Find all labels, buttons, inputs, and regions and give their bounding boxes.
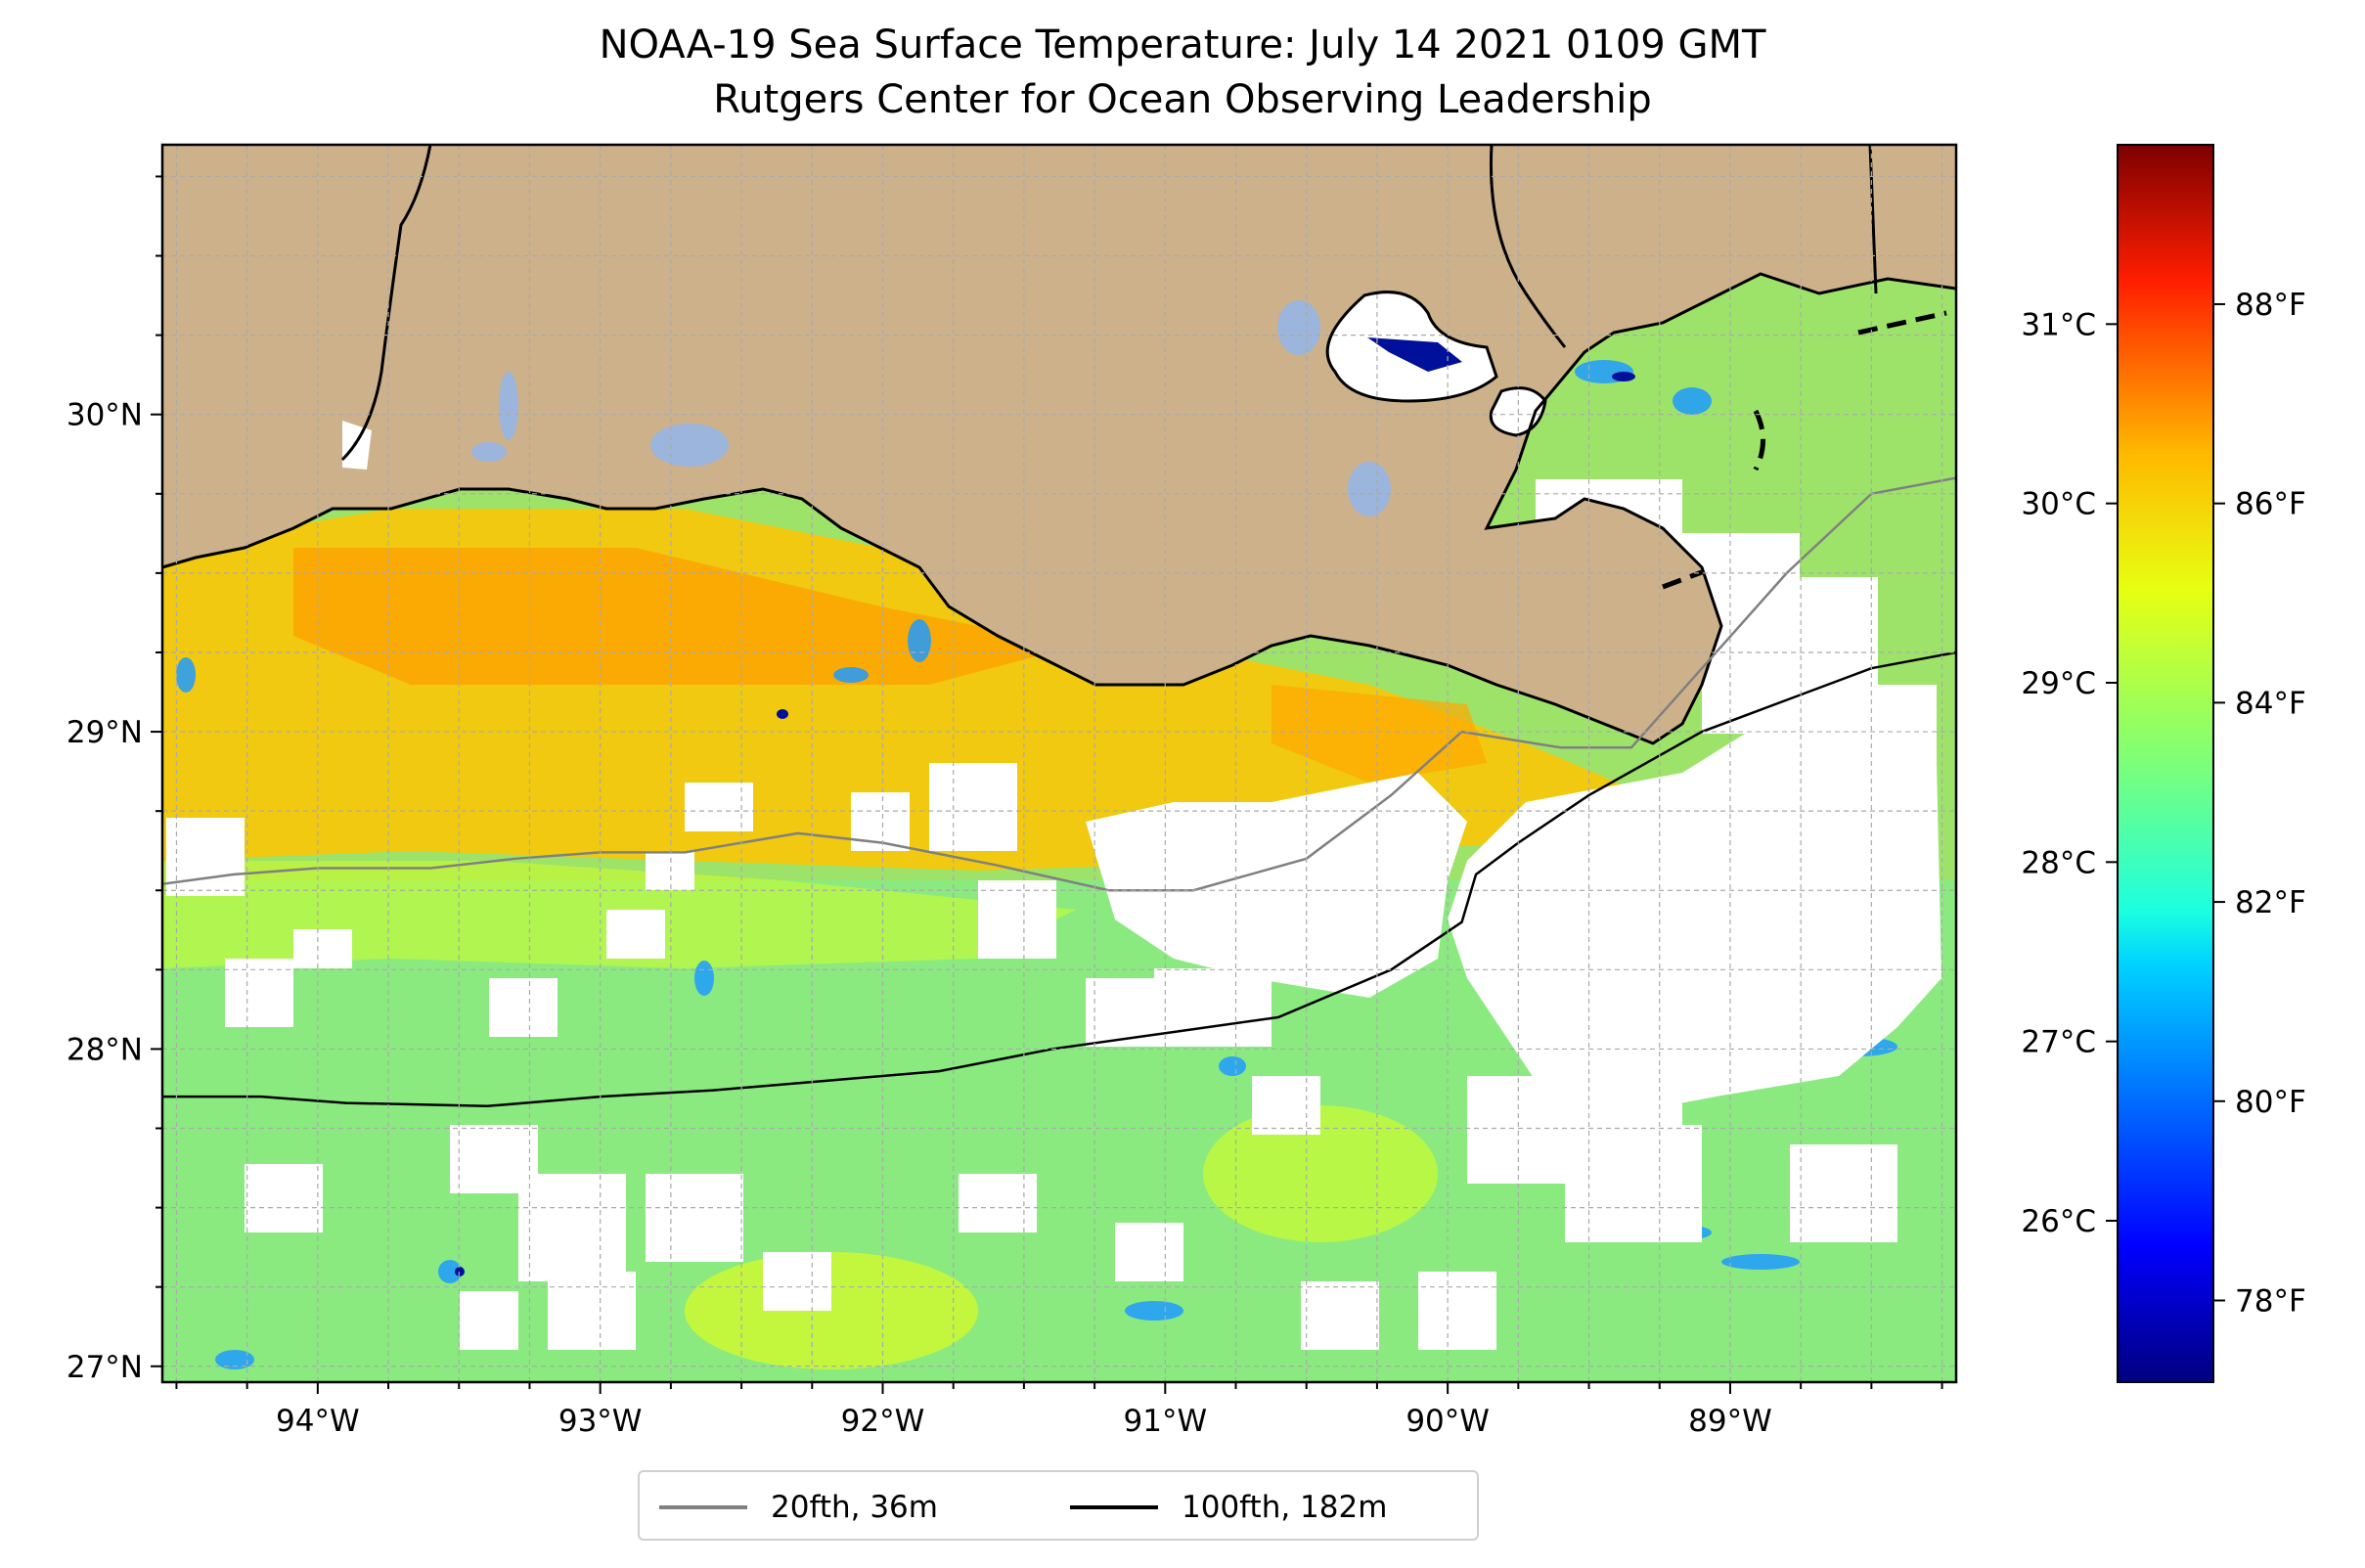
inland-water bbox=[471, 300, 1391, 516]
state-border-ms-al bbox=[1868, 145, 1878, 294]
title-line-1: NOAA-19 Sea Surface Temperature: July 14… bbox=[599, 22, 1766, 67]
y-tick-label: 27°N bbox=[67, 1350, 143, 1385]
map-gridlines bbox=[162, 145, 1956, 1382]
legend-swatch-100fth bbox=[1070, 1505, 1158, 1509]
colorbar-celsius-axis: 26°C 27°C 28°C 29°C 30°C 31°C bbox=[2021, 307, 2118, 1239]
y-tick-label: 29°N bbox=[67, 715, 143, 750]
legend: 20fth, 36m 100fth, 182m bbox=[638, 1470, 1479, 1541]
colorbar-c-label: 30°C bbox=[2021, 487, 2096, 522]
title-line-2: Rutgers Center for Ocean Observing Leade… bbox=[713, 77, 1652, 122]
sst-hot-core bbox=[293, 548, 1076, 685]
cloud-mask bbox=[166, 479, 1941, 1350]
y-axis-latitude: 27°N 28°N 29°N 30°N bbox=[67, 175, 162, 1385]
colorbar-f-label: 84°F bbox=[2235, 686, 2306, 721]
x-tick-label: 92°W bbox=[841, 1404, 925, 1439]
barrier-islands bbox=[1662, 310, 1947, 590]
state-border-tx-la bbox=[340, 145, 432, 462]
y-tick-label: 28°N bbox=[67, 1032, 143, 1067]
colorbar-fahrenheit-axis: 78°F 80°F 82°F 84°F 86°F 88°F bbox=[2213, 288, 2306, 1319]
colorbar-f-label: 86°F bbox=[2235, 487, 2306, 522]
colorbar-c-label: 26°C bbox=[2021, 1204, 2096, 1239]
colorbar-gradient bbox=[2118, 145, 2213, 1382]
map-panel bbox=[162, 145, 1956, 1382]
legend-item-20fth: 20fth, 36m bbox=[659, 1472, 938, 1543]
colorbar-f-label: 80°F bbox=[2235, 1085, 2306, 1120]
map-frame bbox=[160, 143, 1958, 1384]
colorbar-c-label: 27°C bbox=[2021, 1025, 2096, 1060]
legend-item-100fth: 100fth, 182m bbox=[1070, 1472, 1387, 1543]
x-tick-label: 89°W bbox=[1688, 1404, 1772, 1439]
x-tick-label: 91°W bbox=[1124, 1404, 1208, 1439]
colorbar: 26°C 27°C 28°C 29°C 30°C 31°C 78°F 80°F 82°F 84°… bbox=[2021, 144, 2306, 1383]
legend-label-100fth: 100fth, 182m bbox=[1182, 1490, 1388, 1525]
legend-swatch-20fth bbox=[659, 1505, 747, 1509]
x-tick-label: 94°W bbox=[276, 1404, 360, 1439]
legend-label-20fth: 20fth, 36m bbox=[771, 1490, 938, 1525]
x-tick-label: 90°W bbox=[1406, 1404, 1490, 1439]
colorbar-f-label: 88°F bbox=[2235, 288, 2306, 323]
colorbar-c-label: 29°C bbox=[2021, 666, 2096, 701]
coastline bbox=[162, 272, 1956, 745]
land-louisiana bbox=[162, 145, 1956, 743]
colorbar-frame bbox=[2117, 144, 2214, 1383]
x-tick-label: 93°W bbox=[558, 1404, 643, 1439]
x-axis-longitude: 94°W 93°W 92°W 91°W 90°W 89°W bbox=[175, 1382, 1943, 1439]
calcasieu-lake bbox=[342, 421, 372, 470]
lake-cold-sst bbox=[1367, 337, 1462, 372]
colorbar-c-label: 28°C bbox=[2021, 845, 2096, 880]
isobath-100fth bbox=[162, 650, 1956, 1108]
colorbar-f-label: 82°F bbox=[2235, 885, 2306, 920]
y-tick-label: 30°N bbox=[67, 398, 143, 433]
colorbar-c-label: 31°C bbox=[2021, 307, 2096, 342]
colorbar-f-label: 78°F bbox=[2235, 1283, 2306, 1319]
state-border-la-ms bbox=[1489, 145, 1567, 348]
